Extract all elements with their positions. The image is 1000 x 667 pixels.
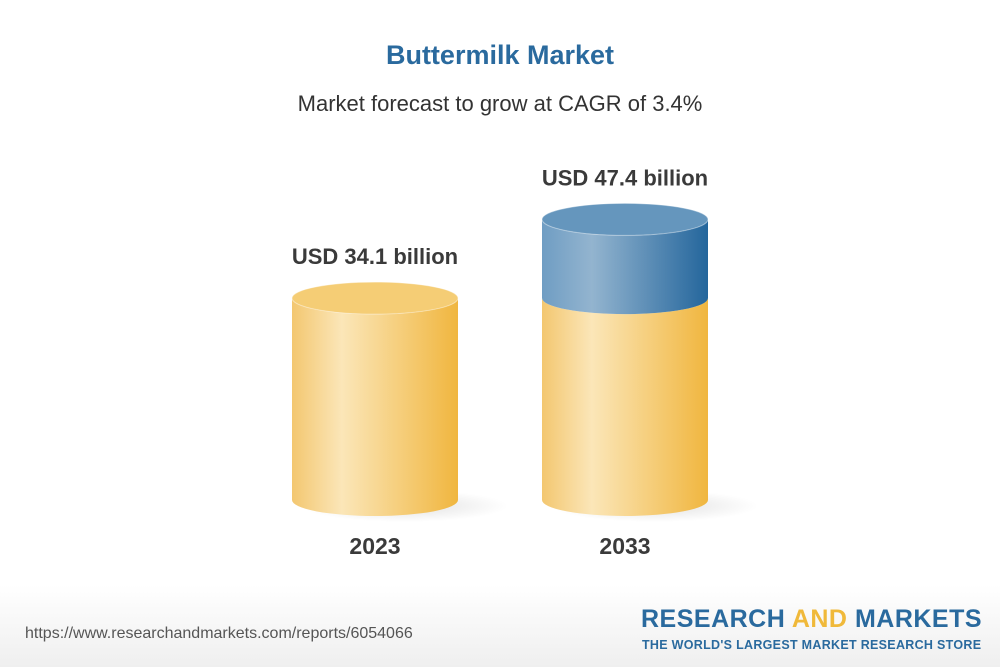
- category-label: 2023: [349, 533, 400, 559]
- brand-logo: RESEARCH AND MARKETS: [641, 605, 983, 633]
- cylinder-chart: USD 34.1 billion 2023 USD 47.4 billion 2033: [291, 165, 758, 559]
- chart-title: Buttermilk Market: [385, 40, 615, 70]
- chart-subtitle: Market forecast to grow at CAGR of 3.4%: [297, 91, 703, 116]
- bar-2023-top: [291, 281, 459, 315]
- bar-2033-growth-body: [542, 219, 708, 315]
- footer-background: [0, 585, 1000, 667]
- data-label: USD 34.1 billion: [292, 244, 458, 269]
- bar-2033-growth-top: [541, 202, 709, 236]
- bar-2033-base-body: [542, 298, 708, 516]
- source-url[interactable]: https://www.researchandmarkets.com/repor…: [25, 625, 413, 642]
- category-label: 2033: [599, 533, 650, 559]
- brand-tagline: THE WORLD'S LARGEST MARKET RESEARCH STOR…: [642, 638, 982, 652]
- bar-2023-body: [292, 298, 458, 516]
- data-label: USD 47.4 billion: [542, 165, 708, 190]
